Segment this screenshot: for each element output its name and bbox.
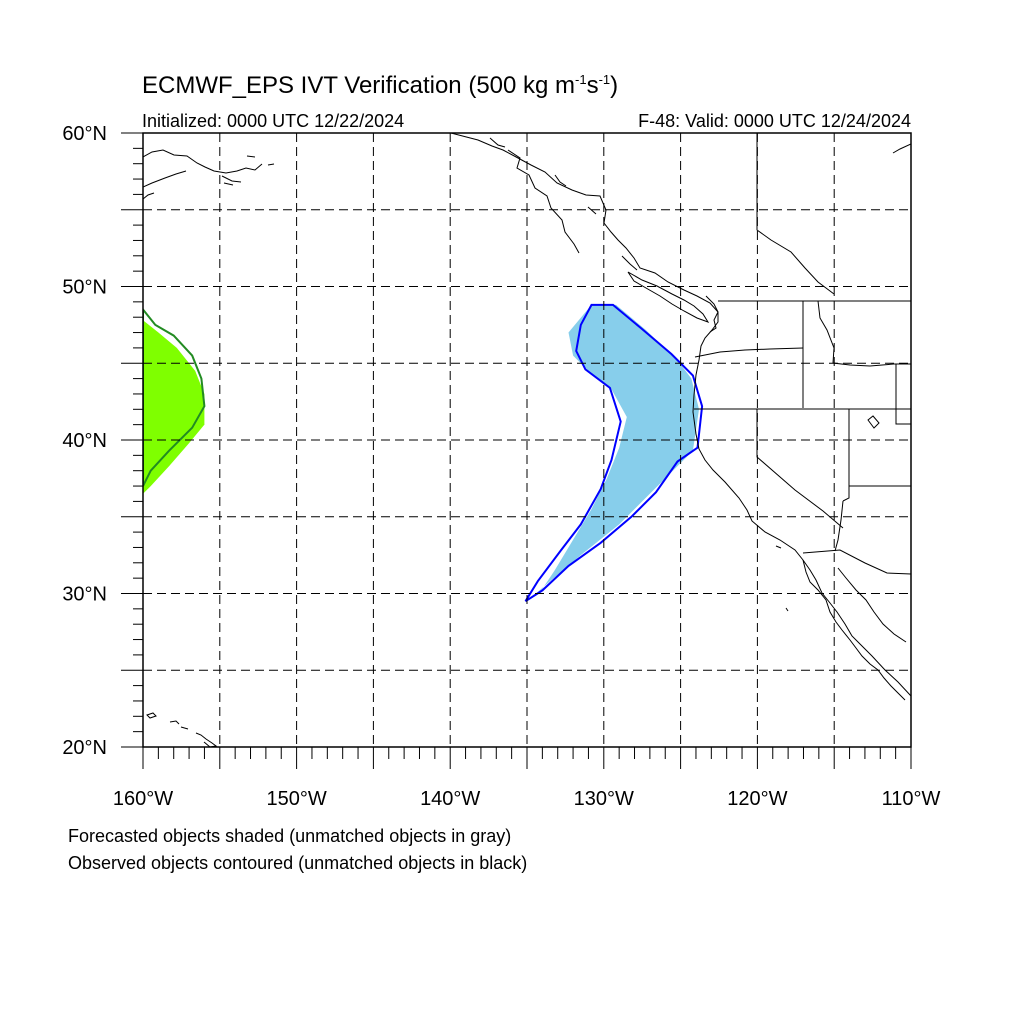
valid-time: F-48: Valid: 0000 UTC 12/24/2024 (638, 111, 911, 131)
title-mid: s (586, 72, 599, 99)
border-wy (894, 363, 911, 425)
title-prefix: ECMWF_EPS IVT Verification (500 kg m (142, 72, 576, 99)
coastline-hawaii (146, 712, 218, 747)
coastline-north-america (450, 133, 911, 697)
coastline-puget (705, 295, 719, 333)
lon-label: 110°W (882, 788, 941, 810)
coastline-vancouver-island (627, 271, 710, 323)
lon-label: 140°W (420, 788, 480, 810)
border-alaska-canada (756, 133, 835, 295)
title-suffix: ) (610, 72, 619, 99)
legend-note-observed: Observed objects contoured (unmatched ob… (68, 853, 528, 873)
coastline-baja (802, 559, 906, 701)
coastline-gulf-california (837, 567, 907, 643)
map-title: ECMWF_EPS IVT Verification (500 kg m-1s-… (142, 72, 618, 100)
object-northeast-pacific-observed-contour (524, 303, 704, 603)
coastlines (143, 133, 911, 747)
object-northeast-pacific-forecast-shading (527, 304, 699, 602)
object-central-pacific-observed-contour (143, 307, 206, 487)
axis-ticks (121, 132, 912, 769)
coastline-aleutian-west (143, 149, 263, 200)
lat-label: 60°N (62, 123, 107, 145)
coastline-alaska-islands (489, 137, 638, 271)
title-exponent-1: -1 (575, 72, 587, 87)
border-nv-ut (842, 409, 911, 502)
lon-label: 120°W (727, 788, 787, 810)
political-boundaries (694, 133, 911, 575)
legend-note-forecast: Forecasted objects shaded (unmatched obj… (68, 826, 512, 846)
graticule (143, 133, 911, 747)
title-exponent-2: -1 (598, 72, 611, 87)
border-wa-or (694, 347, 804, 358)
border-idaho (802, 300, 895, 408)
lat-label: 30°N (62, 584, 107, 606)
lat-label: 20°N (62, 737, 107, 759)
initialized-time: Initialized: 0000 UTC 12/22/2024 (142, 111, 405, 131)
lon-label: 150°W (266, 788, 326, 810)
border-us-mexico (802, 549, 911, 575)
lon-label: 130°W (574, 788, 634, 810)
coastline-aleutian-islands (221, 155, 275, 186)
coastline-channel-islands (775, 415, 880, 612)
lat-label: 40°N (62, 430, 107, 452)
coastline-hudson-area (892, 143, 911, 154)
border-az (834, 500, 844, 552)
axis-labels: 60°N 50°N 40°N 30°N 20°N 160°W 150°W 140°W 130°W… (62, 123, 940, 810)
border-nv-ca (756, 409, 844, 529)
lon-label: 160°W (113, 788, 173, 810)
lat-label: 50°N (62, 277, 107, 299)
ivt-objects (143, 303, 704, 603)
